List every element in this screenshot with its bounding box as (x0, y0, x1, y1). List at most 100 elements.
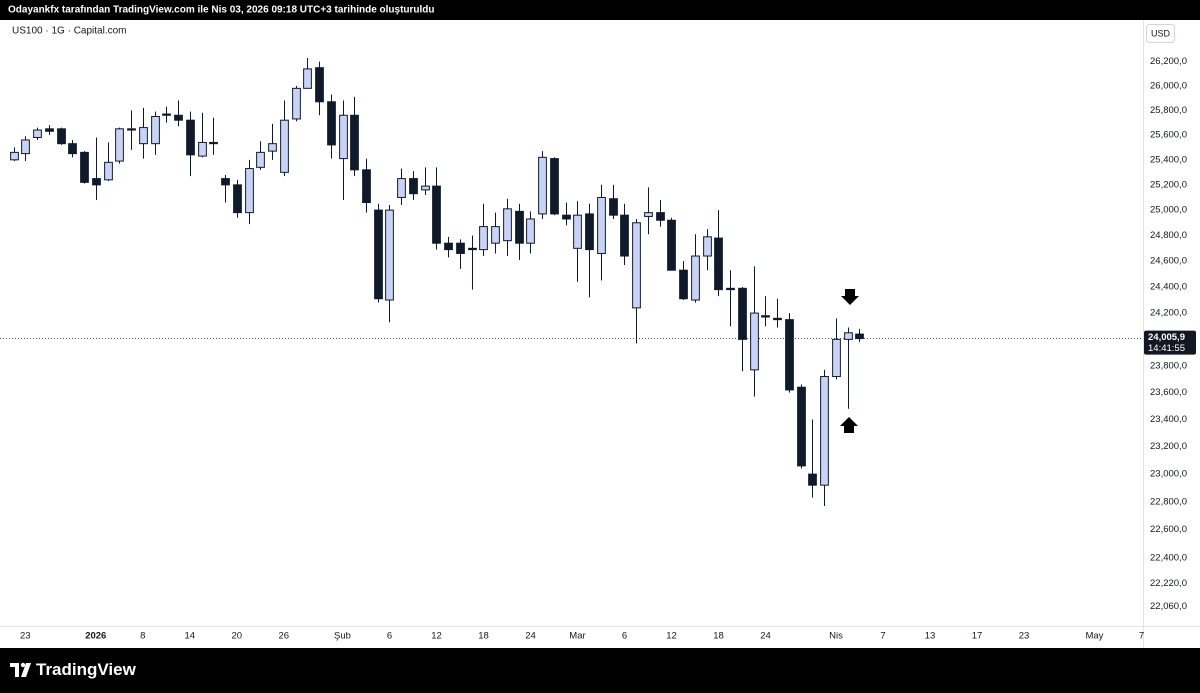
candle-body (679, 269, 688, 300)
x-tick-label: 20 (231, 631, 242, 642)
candle-body (538, 156, 547, 215)
x-tick-label: 23 (20, 631, 31, 642)
x-tick-label: 18 (713, 631, 724, 642)
candle-body (68, 143, 77, 155)
y-tick-label: 25,600,0 (1150, 130, 1187, 141)
x-tick-label: 12 (431, 631, 442, 642)
candle-body (350, 114, 359, 171)
candle-body (714, 237, 723, 291)
y-tick-label: 26,200,0 (1150, 56, 1187, 67)
x-tick-label: 13 (925, 631, 936, 642)
candle-body (45, 128, 54, 132)
x-tick-label: 24 (760, 631, 771, 642)
candle-body (667, 219, 676, 271)
candle-body (233, 184, 242, 214)
candle-body (644, 212, 653, 217)
candle-body (761, 315, 770, 318)
candle-body (738, 287, 747, 340)
x-tick-label: 2026 (85, 631, 106, 642)
candle-body (221, 178, 230, 186)
x-tick-label: 8 (140, 631, 145, 642)
candle-body (691, 255, 700, 301)
chart-pane (0, 20, 1200, 648)
y-tick-label: 24,800,0 (1150, 230, 1187, 241)
candle-body (303, 68, 312, 89)
candle-body (797, 386, 806, 467)
candle-body (656, 212, 665, 221)
candle-body (80, 151, 89, 183)
y-tick-label: 22,060,0 (1150, 601, 1187, 612)
candle-body (374, 209, 383, 300)
candle-body (385, 209, 394, 301)
candle-body (409, 178, 418, 195)
candle-body (456, 242, 465, 254)
candle-body (397, 178, 406, 198)
candle-body (820, 376, 829, 486)
candle-body (256, 151, 265, 168)
candle-body (292, 87, 301, 120)
candle-body (750, 312, 759, 371)
y-tick-label: 23,200,0 (1150, 441, 1187, 452)
x-tick-label: Mar (569, 631, 585, 642)
x-tick-label: 14 (184, 631, 195, 642)
y-tick-label: 24,400,0 (1150, 282, 1187, 293)
y-tick-label: 26,000,0 (1150, 80, 1187, 91)
y-tick-label: 22,800,0 (1150, 496, 1187, 507)
x-tick-label: 7 (880, 631, 885, 642)
candle-body (855, 333, 864, 340)
candle-body (597, 196, 606, 254)
y-tick-label: 22,220,0 (1150, 578, 1187, 589)
y-tick-label: 23,600,0 (1150, 387, 1187, 398)
y-tick-label: 25,000,0 (1150, 205, 1187, 216)
footer-brand: TradingView (36, 660, 137, 679)
y-tick-label: 25,400,0 (1150, 154, 1187, 165)
y-tick-label: 22,400,0 (1150, 552, 1187, 563)
candle-body (92, 178, 101, 186)
arrow-down (841, 289, 859, 305)
candle-body (57, 128, 66, 145)
candle-body (609, 198, 618, 216)
logo-mark (10, 663, 19, 677)
candle-body (327, 101, 336, 146)
candle-body (115, 128, 124, 162)
candle-body (785, 319, 794, 391)
candle-body (127, 128, 136, 131)
arrow-up (840, 417, 858, 433)
candle-body (620, 214, 629, 257)
candle-body (315, 67, 324, 103)
x-tick-label: 7 (1139, 631, 1144, 642)
candle-body (562, 214, 571, 220)
candle-body (362, 169, 371, 204)
x-tick-label: 6 (387, 631, 392, 642)
candle-body (198, 141, 207, 157)
candle-body (808, 473, 817, 486)
y-tick-label: 23,400,0 (1150, 414, 1187, 425)
candle-body (632, 222, 641, 309)
candle-body (832, 338, 841, 378)
header-text: Odayankfx tarafından TradingView.com ile… (8, 5, 435, 16)
candle-body (726, 287, 735, 291)
logo-slash (21, 663, 31, 677)
candle-body (186, 119, 195, 156)
x-tick-label: May (1085, 631, 1103, 642)
symbol-label: US100 · 1G · Capital.com (12, 26, 127, 37)
y-tick-label: 23,800,0 (1150, 360, 1187, 371)
x-tick-label: 18 (478, 631, 489, 642)
candle-body (421, 185, 430, 191)
candle-body (444, 242, 453, 251)
x-tick-label: 12 (666, 631, 677, 642)
x-tick-label: 23 (1019, 631, 1030, 642)
candle-body (432, 185, 441, 244)
candle-body (515, 210, 524, 244)
y-tick-label: 23,000,0 (1150, 469, 1187, 480)
footer-logo (10, 662, 31, 677)
y-tick-label: 25,200,0 (1150, 179, 1187, 190)
x-tick-label: 17 (972, 631, 983, 642)
x-tick-label: 24 (525, 631, 536, 642)
last-price-box (1144, 330, 1196, 355)
countdown-label: 14:41:55 (1148, 343, 1185, 354)
candle-body (773, 317, 782, 321)
candle-body (151, 115, 160, 145)
